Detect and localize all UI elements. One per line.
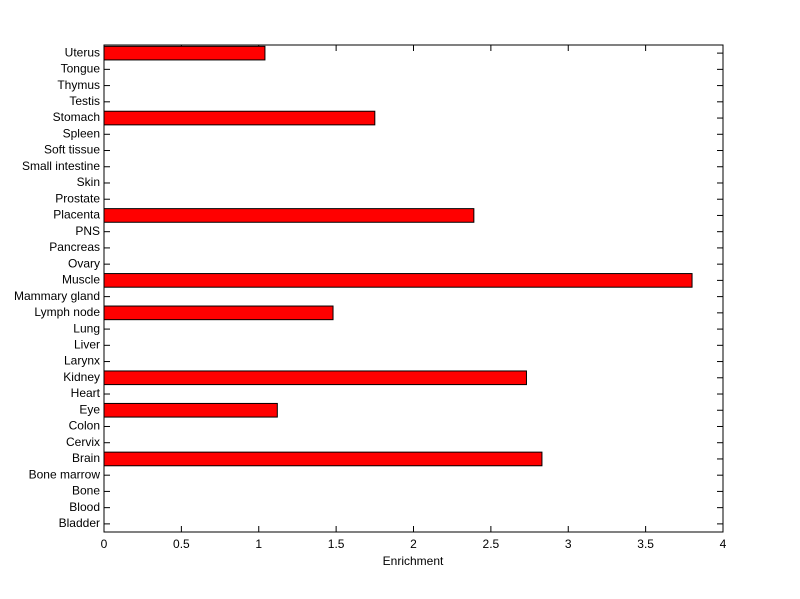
- y-tick-label: Bladder: [59, 516, 100, 530]
- y-tick-label: Ovary: [68, 256, 100, 270]
- y-tick-label: Lymph node: [34, 305, 100, 319]
- y-tick-label: Pancreas: [49, 240, 100, 254]
- bar: [103, 402, 278, 418]
- x-tick-label: 2: [410, 537, 417, 551]
- y-tick-label: Mammary gland: [14, 289, 100, 303]
- x-tick-label: 1: [255, 537, 262, 551]
- x-tick-label: 3: [565, 537, 572, 551]
- bar: [103, 451, 543, 467]
- y-tick-label: Muscle: [62, 273, 100, 287]
- y-tick-label: Small intestine: [22, 159, 100, 173]
- x-tick-label: 1.5: [328, 537, 345, 551]
- y-tick-label: Spleen: [63, 126, 100, 140]
- y-tick-label: Blood: [69, 500, 100, 514]
- bar: [103, 208, 475, 223]
- y-tick-label: Testis: [69, 94, 100, 108]
- bar: [103, 370, 527, 386]
- y-tick-label: Colon: [69, 419, 100, 433]
- x-tick-label: 2.5: [483, 537, 500, 551]
- x-tick-label: 0.5: [173, 537, 190, 551]
- y-tick-label: Brain: [72, 451, 100, 465]
- y-tick-label: Heart: [71, 386, 101, 400]
- y-tick-label: Bone marrow: [29, 467, 101, 481]
- y-tick-label: Cervix: [66, 435, 100, 449]
- x-tick-label: 0: [101, 537, 108, 551]
- x-tick-label: 4: [720, 537, 727, 551]
- y-tick-label: Tongue: [61, 62, 101, 76]
- y-tick-label: Larynx: [64, 354, 100, 368]
- y-tick-label: Eye: [79, 402, 100, 416]
- y-tick-label: Soft tissue: [44, 143, 100, 157]
- bar: [103, 45, 266, 61]
- y-tick-label: Thymus: [57, 78, 100, 92]
- y-tick-label: Lung: [73, 321, 100, 335]
- y-tick-label: Kidney: [63, 370, 100, 384]
- plot-frame: [103, 44, 724, 533]
- y-tick-label: Uterus: [65, 45, 100, 59]
- bar: [103, 273, 693, 288]
- y-tick-label: Stomach: [53, 110, 100, 124]
- y-tick-label: Bone: [72, 484, 100, 498]
- bar: [103, 305, 334, 321]
- x-tick-label: 3.5: [637, 537, 654, 551]
- y-tick-label: Skin: [77, 175, 100, 189]
- y-tick-label: Liver: [74, 337, 100, 351]
- bar: [103, 110, 376, 126]
- x-axis-label: Enrichment: [383, 554, 444, 568]
- y-tick-label: PNS: [75, 224, 100, 238]
- y-tick-label: Placenta: [53, 208, 100, 222]
- y-tick-label: Prostate: [55, 191, 100, 205]
